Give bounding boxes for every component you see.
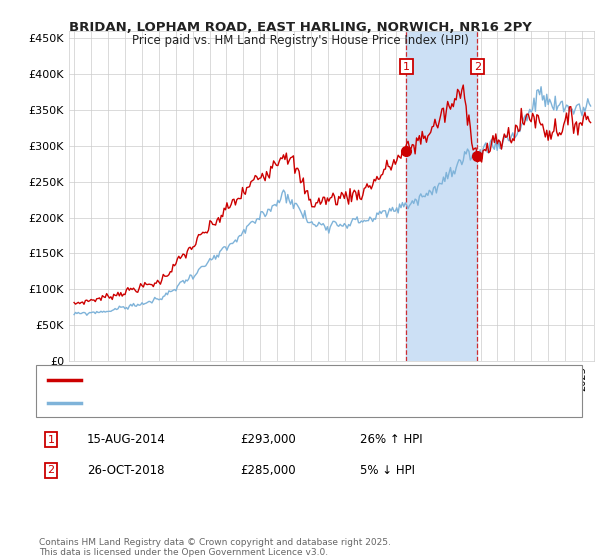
Text: 1: 1	[403, 62, 410, 72]
Text: 26-OCT-2018: 26-OCT-2018	[87, 464, 164, 477]
Text: 2: 2	[474, 62, 481, 72]
Text: Contains HM Land Registry data © Crown copyright and database right 2025.
This d: Contains HM Land Registry data © Crown c…	[39, 538, 391, 557]
Text: £285,000: £285,000	[240, 464, 296, 477]
Text: 26% ↑ HPI: 26% ↑ HPI	[360, 433, 422, 446]
Bar	[406, 31, 478, 361]
Text: BRIDAN, LOPHAM ROAD, EAST HARLING, NORWICH, NR16 2PY: BRIDAN, LOPHAM ROAD, EAST HARLING, NORWI…	[68, 21, 532, 34]
Text: BRIDAN, LOPHAM ROAD, EAST HARLING, NORWICH, NR16 2PY (detached house): BRIDAN, LOPHAM ROAD, EAST HARLING, NORWI…	[87, 375, 526, 385]
Text: HPI: Average price, detached house, Breckland: HPI: Average price, detached house, Brec…	[87, 398, 344, 408]
Text: 2: 2	[47, 465, 55, 475]
Text: 15-AUG-2014: 15-AUG-2014	[87, 433, 166, 446]
Text: 1: 1	[47, 435, 55, 445]
Text: £293,000: £293,000	[240, 433, 296, 446]
Text: 5% ↓ HPI: 5% ↓ HPI	[360, 464, 415, 477]
Text: Price paid vs. HM Land Registry's House Price Index (HPI): Price paid vs. HM Land Registry's House …	[131, 34, 469, 46]
